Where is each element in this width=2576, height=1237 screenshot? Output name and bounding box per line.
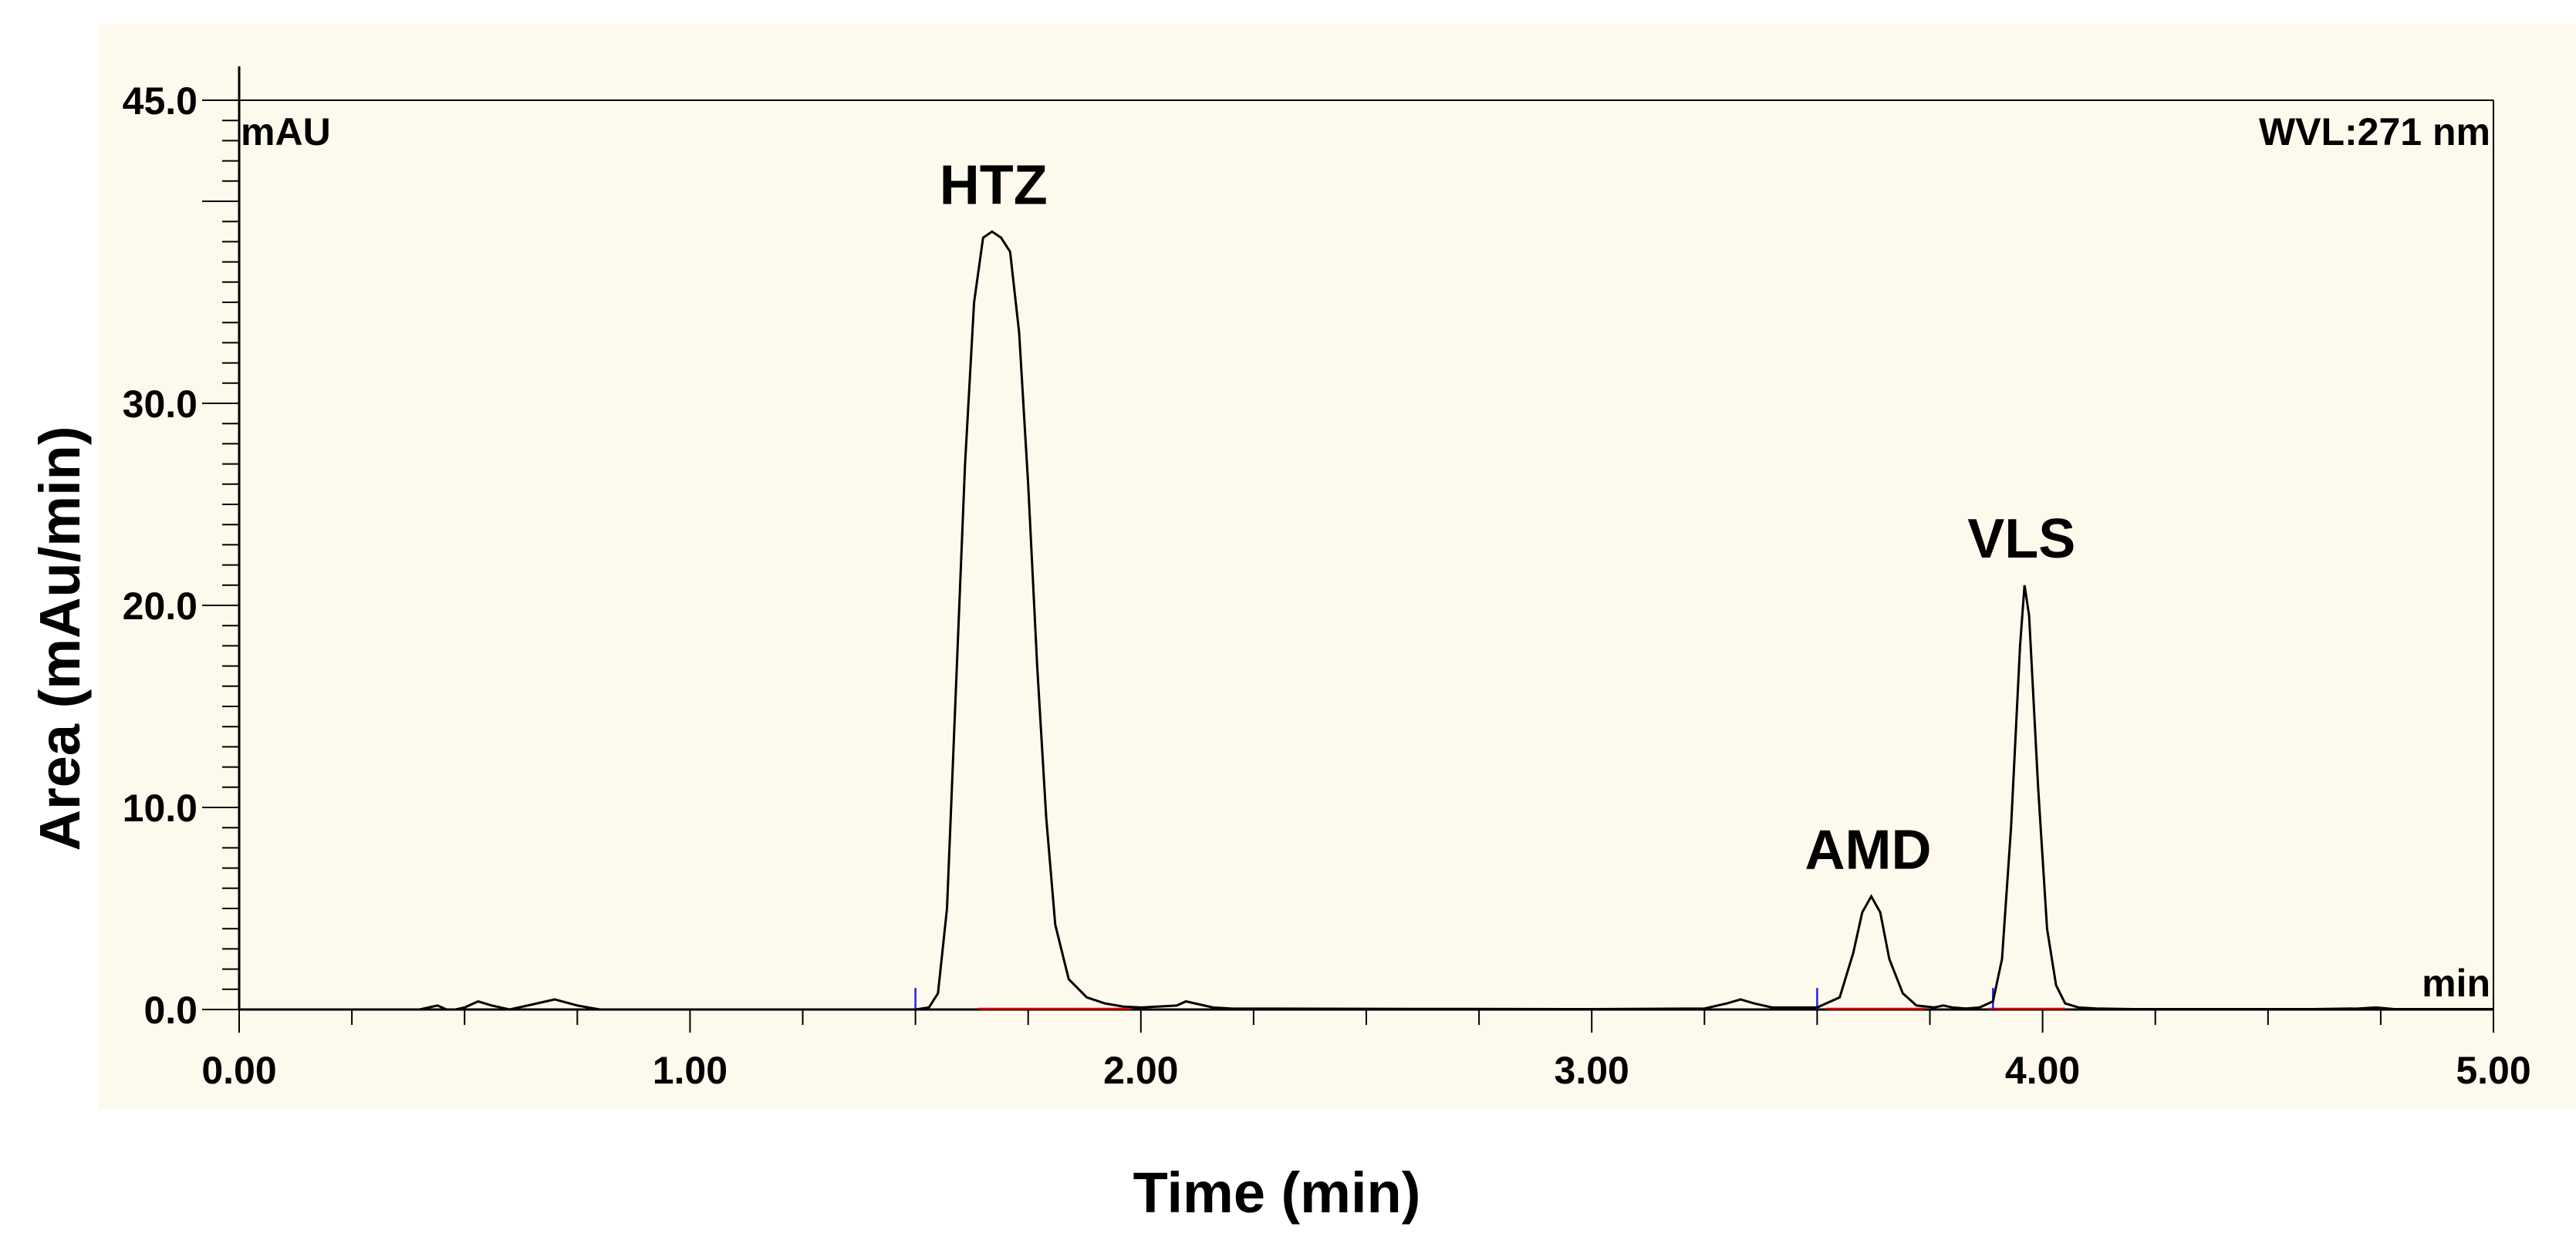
- y-tick-label: 10.0: [123, 787, 198, 830]
- x-tick-label: 5.00: [2456, 1049, 2530, 1092]
- peak-label: VLS: [1967, 508, 2075, 570]
- wavelength-label: WVL:271 nm: [2259, 110, 2490, 153]
- chromatogram-trace: [239, 230, 2493, 1011]
- x-tick-label: 0.00: [201, 1049, 276, 1092]
- y-axis-title: Area (mAu/min): [28, 426, 92, 851]
- y-tick-label: 30.0: [123, 383, 198, 426]
- peak-labels: HTZ AMD VLS: [940, 154, 2075, 881]
- y-tick-label: 45.0: [123, 79, 198, 123]
- x-tick-label: 1.00: [653, 1049, 728, 1092]
- y-axis: 0.0 10.0 20.0 30.0 45.0: [123, 79, 239, 1032]
- x-axis: 0.00 1.00 2.00 3.00 4.00 5.00: [201, 1009, 2531, 1092]
- x-axis-title: Time (min): [1133, 1161, 1421, 1225]
- y-tick-label: 0.0: [143, 989, 198, 1032]
- plot-background: [99, 25, 2576, 1109]
- x-tick-label: 3.00: [1555, 1049, 1629, 1092]
- y-unit-label: mAU: [241, 110, 331, 153]
- peak-label: HTZ: [940, 154, 1048, 216]
- y-tick-label: 20.0: [123, 585, 198, 628]
- x-unit-label: min: [2422, 962, 2490, 1005]
- x-tick-label: 4.00: [2005, 1049, 2080, 1092]
- peak-label: AMD: [1805, 819, 1932, 881]
- x-tick-label: 2.00: [1103, 1049, 1178, 1092]
